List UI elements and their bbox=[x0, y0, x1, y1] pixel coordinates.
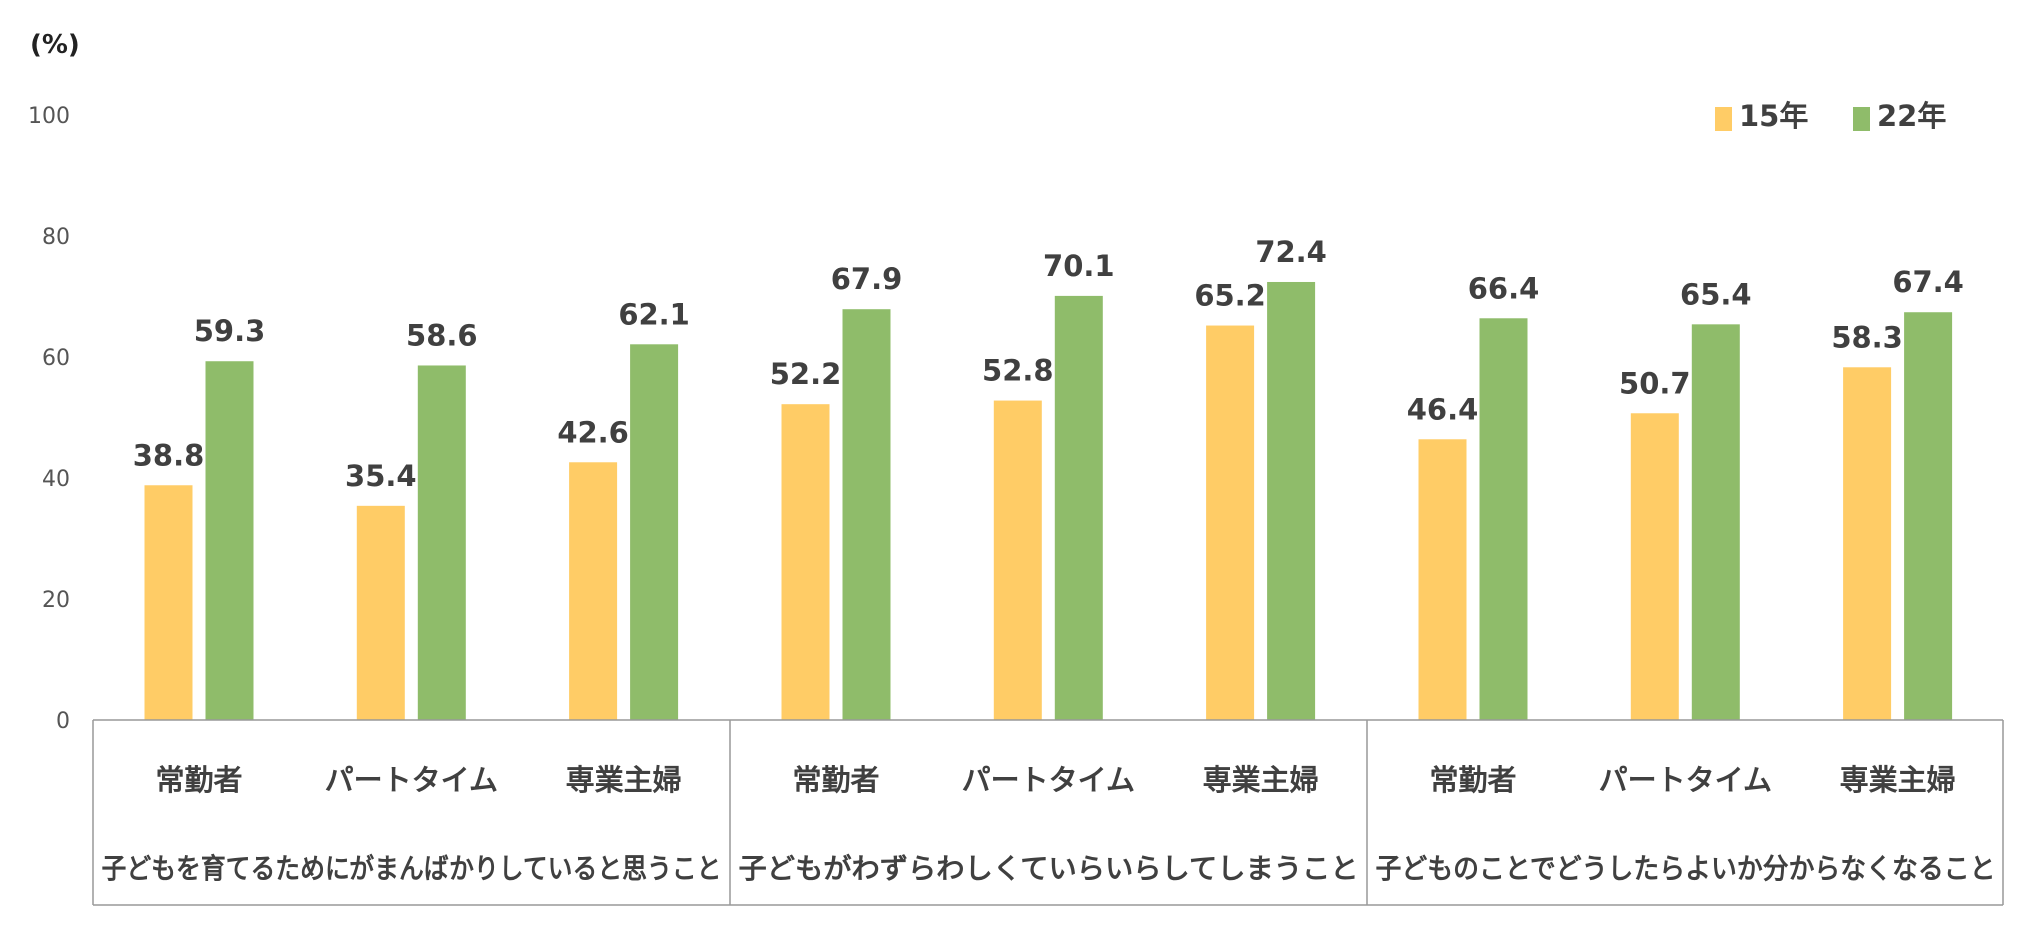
category-label: 常勤者 bbox=[1429, 763, 1516, 797]
data-label: 46.4 bbox=[1407, 392, 1479, 426]
category-label: 専業主婦 bbox=[1203, 763, 1319, 797]
bar bbox=[1904, 312, 1953, 720]
data-label: 35.4 bbox=[345, 459, 417, 493]
category-labels: 常勤者 パートタイム 専業主婦 常勤者 パートタイム 専業主婦 常勤者 パートタイム 専業主婦 bbox=[155, 763, 1955, 797]
bar bbox=[630, 344, 679, 720]
legend-swatch bbox=[1853, 107, 1870, 131]
data-label: 67.4 bbox=[1892, 265, 1964, 299]
bar bbox=[781, 404, 830, 720]
bar bbox=[842, 309, 891, 720]
group-label: 子どもがわずらわしくていらいらしてしまうこと bbox=[739, 852, 1359, 885]
y-axis-unit-label: (%) bbox=[30, 30, 80, 60]
bar bbox=[1479, 318, 1528, 720]
y-axis-ticks: 0 20 40 60 80 100 bbox=[28, 104, 70, 734]
category-label: パートタイム bbox=[325, 763, 498, 797]
bars bbox=[144, 281, 1953, 720]
data-label: 58.6 bbox=[406, 318, 478, 352]
data-labels: 38.8 59.3 35.4 58.6 42.6 62.1 52.2 67.9 52.8 70.1… bbox=[133, 235, 1964, 493]
y-tick-label: 20 bbox=[42, 588, 70, 613]
group-labels: 子どもを育てるためにがまんばかりしていると思うこと 子どもがわずらわしくていらいら… bbox=[102, 852, 1996, 885]
category-label: パートタイム bbox=[1599, 763, 1772, 797]
y-tick-label: 40 bbox=[42, 467, 70, 492]
data-label: 58.3 bbox=[1831, 320, 1903, 354]
category-label: 常勤者 bbox=[155, 763, 242, 797]
category-label: 常勤者 bbox=[792, 763, 879, 797]
legend-label: 22年 bbox=[1877, 99, 1946, 133]
y-tick-label: 80 bbox=[42, 225, 70, 250]
data-label: 52.2 bbox=[770, 357, 842, 391]
y-tick-label: 60 bbox=[42, 346, 70, 371]
data-label: 65.2 bbox=[1194, 279, 1266, 313]
bar bbox=[144, 485, 193, 720]
data-label: 62.1 bbox=[618, 297, 690, 331]
data-label: 70.1 bbox=[1043, 249, 1115, 283]
data-label: 59.3 bbox=[194, 314, 266, 348]
data-label: 42.6 bbox=[557, 415, 629, 449]
category-label: 専業主婦 bbox=[566, 763, 682, 797]
data-label: 38.8 bbox=[133, 438, 205, 472]
bar bbox=[1418, 439, 1467, 720]
legend-swatch bbox=[1715, 107, 1732, 131]
bar bbox=[1267, 281, 1316, 720]
bar bbox=[1206, 325, 1255, 720]
category-label: パートタイム bbox=[962, 763, 1135, 797]
bar bbox=[1691, 324, 1740, 720]
bar bbox=[1630, 413, 1679, 720]
group-label: 子どものことでどうしたらよいか分からなくなること bbox=[1376, 852, 1996, 885]
data-label: 52.8 bbox=[982, 354, 1054, 388]
category-label: 専業主婦 bbox=[1840, 763, 1956, 797]
bar bbox=[356, 505, 405, 720]
legend: 15年 22年 bbox=[1715, 99, 1946, 133]
data-label: 66.4 bbox=[1468, 271, 1540, 305]
data-label: 50.7 bbox=[1619, 366, 1691, 400]
data-label: 65.4 bbox=[1680, 277, 1752, 311]
category-axis-table bbox=[92, 719, 2004, 906]
group-label: 子どもを育てるためにがまんばかりしていると思うこと bbox=[102, 852, 722, 885]
bar bbox=[1843, 367, 1892, 720]
y-tick-label: 0 bbox=[56, 709, 70, 734]
bar bbox=[993, 400, 1042, 720]
data-label: 67.9 bbox=[831, 262, 903, 296]
legend-label: 15年 bbox=[1739, 99, 1808, 133]
y-tick-label: 100 bbox=[28, 104, 70, 129]
data-label: 72.4 bbox=[1255, 235, 1327, 269]
bar bbox=[1054, 295, 1103, 720]
bar bbox=[205, 361, 254, 720]
bar bbox=[569, 462, 618, 720]
bar bbox=[417, 365, 466, 720]
